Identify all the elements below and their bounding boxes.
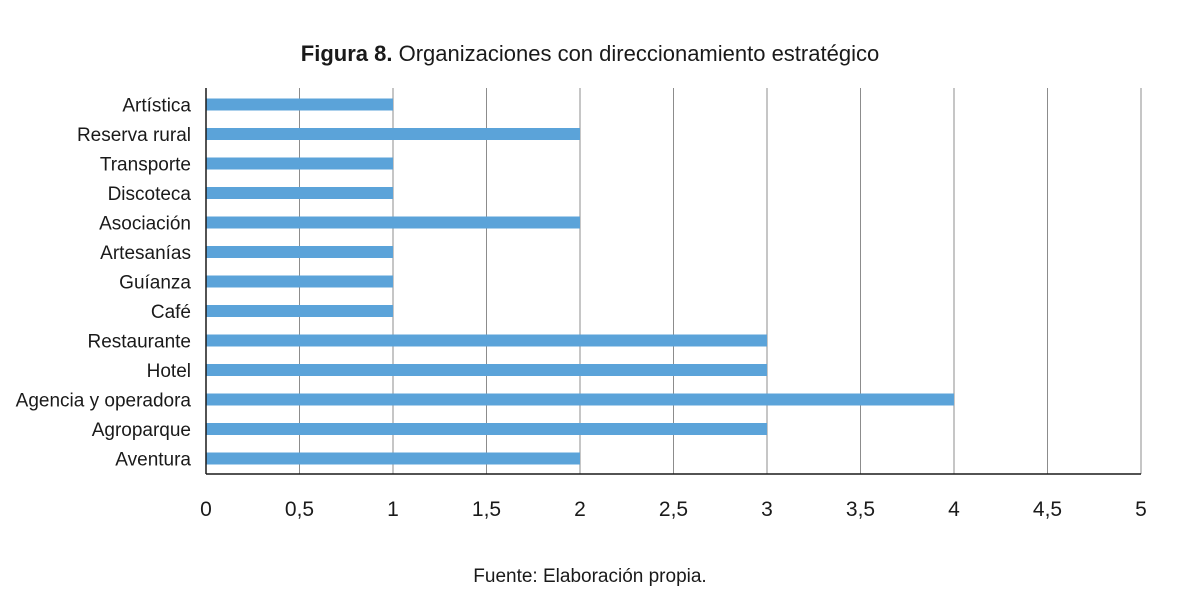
chart-title: Figura 8. Organizaciones con direccionam… <box>0 41 1180 67</box>
figure-title: Organizaciones con direccionamiento estr… <box>398 41 880 66</box>
bar <box>206 128 580 140</box>
bar <box>206 305 393 317</box>
x-tick-label: 2 <box>574 498 586 521</box>
bar <box>206 246 393 258</box>
category-label: Guíanza <box>119 273 191 294</box>
x-tick-label: 1,5 <box>472 498 501 521</box>
x-tick-label: 3,5 <box>846 498 875 521</box>
bar <box>206 452 580 465</box>
bar <box>206 423 767 435</box>
source-note: Fuente: Elaboración propia. <box>473 566 707 587</box>
x-tick-label: 4 <box>948 498 960 521</box>
bar <box>206 364 767 376</box>
x-tick-label: 1 <box>387 498 399 521</box>
category-label: Asociación <box>99 214 191 235</box>
category-label: Agencia y operadora <box>16 391 192 412</box>
category-label: Café <box>151 302 191 323</box>
bar <box>206 187 393 199</box>
category-label: Agroparque <box>92 420 191 441</box>
bar <box>206 275 393 288</box>
x-tick-label: 3 <box>761 498 773 521</box>
bar <box>206 334 767 347</box>
category-label: Hotel <box>147 361 191 382</box>
x-tick-label: 4,5 <box>1033 498 1062 521</box>
bar <box>206 98 393 111</box>
x-tick-label: 2,5 <box>659 498 688 521</box>
x-tick-label: 0 <box>200 498 212 521</box>
x-tick-label: 0,5 <box>285 498 314 521</box>
bar <box>206 216 580 229</box>
bar <box>206 393 954 406</box>
category-label: Reserva rural <box>77 125 191 146</box>
category-label: Aventura <box>115 450 191 471</box>
category-label: Artesanías <box>100 243 191 264</box>
bar <box>206 157 393 170</box>
figure-label: Figura 8. <box>300 41 393 66</box>
category-label: Transporte <box>100 155 191 176</box>
category-label: Artística <box>122 96 191 117</box>
category-label: Restaurante <box>87 332 191 353</box>
x-tick-label: 5 <box>1135 498 1147 521</box>
category-label: Discoteca <box>108 184 192 205</box>
